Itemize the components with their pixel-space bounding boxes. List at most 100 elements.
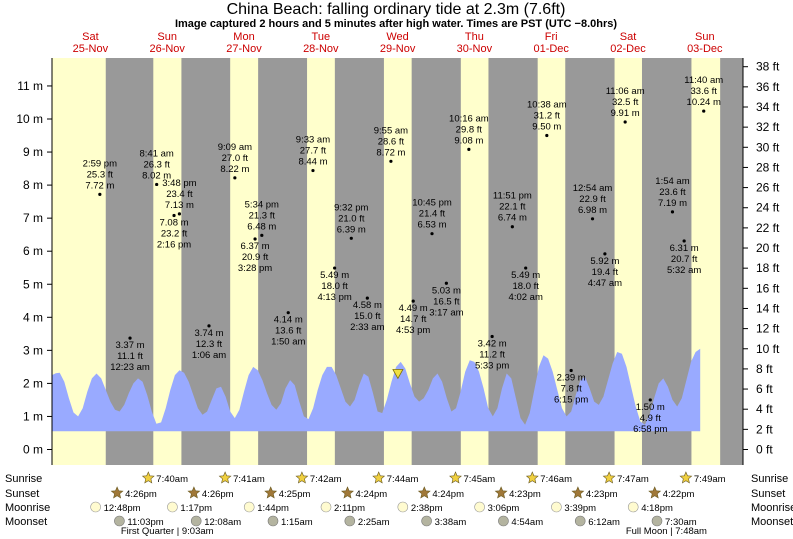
sunrise-time: 7:41am	[233, 474, 265, 485]
extreme-point	[510, 225, 514, 229]
sunset-icon	[341, 486, 354, 499]
moonset-time: 4:54am	[511, 517, 543, 528]
day-name: Wed	[386, 31, 408, 43]
extreme-label: 21.0 ft	[338, 213, 365, 224]
sunset-icon	[110, 486, 124, 499]
extreme-label: 11:40 am	[684, 75, 723, 86]
moonrise-icon	[90, 501, 101, 513]
extreme-point	[172, 213, 176, 218]
row-label-left: Sunrise	[5, 473, 42, 485]
extreme-label: 10:16 am	[449, 113, 489, 124]
extreme-label: 32.5 ft	[612, 97, 639, 108]
extreme-label: 3:48 pm	[162, 178, 196, 189]
right-tick-label: 14 ft	[756, 301, 780, 315]
extreme-label: 3:28 pm	[238, 263, 272, 274]
sunset-icon	[187, 486, 201, 499]
extreme-label: 19.4 ft	[592, 267, 619, 278]
plot-area	[52, 58, 743, 465]
right-tick-label: 12 ft	[756, 322, 780, 336]
left-tick-label: 3 m	[23, 343, 43, 357]
extreme-label: 4.9 ft	[640, 413, 661, 424]
moonrise-time: 12:48pm	[104, 503, 141, 514]
extreme-label: 6.37 m	[241, 241, 270, 252]
extreme-label: 9:09 am	[218, 142, 252, 153]
extreme-label: 4.14 m	[274, 315, 303, 326]
moonset-icon	[344, 515, 356, 527]
moonset-time: 2:25am	[358, 517, 390, 528]
row-label-right: Moonrise	[751, 502, 793, 514]
sunrise-time: 7:45am	[464, 474, 496, 485]
day-date: 26-Nov	[149, 43, 185, 55]
day-date: 30-Nov	[457, 43, 493, 55]
sunset-icon	[494, 486, 508, 499]
sunset-time: 4:24pm	[432, 489, 464, 500]
extreme-label: 11.1 ft	[117, 351, 143, 362]
right-tick-label: 18 ft	[756, 261, 780, 275]
sunset-time: 4:25pm	[279, 489, 311, 500]
extreme-label: 16.5 ft	[433, 296, 460, 307]
moonset-icon	[190, 515, 202, 527]
extreme-point	[603, 252, 607, 256]
extreme-label: 8.02 m	[142, 170, 171, 181]
chart-subtitle: Image captured 2 hours and 5 minutes aft…	[175, 18, 617, 30]
extreme-label: 22.1 ft	[499, 202, 526, 213]
extreme-point	[207, 324, 211, 328]
right-tick-label: 20 ft	[756, 241, 780, 255]
extreme-label: 5.92 m	[590, 256, 619, 267]
extreme-label: 9:33 am	[296, 135, 330, 146]
sunset-icon	[648, 486, 662, 499]
extreme-label: 18.0 ft	[321, 281, 348, 292]
extreme-label: 3:17 am	[429, 307, 463, 318]
moonset-icon	[114, 515, 125, 527]
left-tick-label: 8 m	[23, 178, 43, 192]
extreme-label: 8.22 m	[220, 164, 249, 175]
extreme-label: 3.37 m	[116, 340, 145, 351]
extreme-point	[389, 159, 393, 163]
sunrise-time: 7:40am	[156, 474, 188, 485]
extreme-point	[623, 120, 627, 124]
extreme-point	[286, 311, 290, 315]
extreme-label: 22.9 ft	[579, 194, 606, 205]
sunrise-icon	[141, 471, 155, 484]
left-tick-label: 11 m	[17, 79, 43, 93]
extreme-label: 6.39 m	[337, 224, 366, 235]
extreme-point	[411, 299, 415, 303]
extreme-label: 26.3 ft	[143, 159, 170, 170]
right-tick-label: 24 ft	[756, 201, 780, 215]
extreme-label: 27.0 ft	[222, 153, 249, 164]
extreme-label: 1:50 am	[271, 337, 305, 348]
day-name: Tue	[312, 31, 331, 43]
left-tick-label: 5 m	[23, 277, 43, 291]
extreme-label: 6.31 m	[670, 243, 699, 254]
extreme-point	[349, 236, 353, 240]
left-tick-label: 7 m	[23, 211, 43, 225]
extreme-label: 9.50 m	[532, 122, 561, 133]
extreme-label: 2.39 m	[557, 373, 586, 384]
day-date: 25-Nov	[73, 43, 109, 55]
sunset-time: 4:23pm	[509, 489, 541, 500]
left-tick-label: 2 m	[23, 376, 43, 390]
extreme-point	[702, 109, 706, 113]
moonrise-time: 1:44pm	[257, 503, 289, 514]
extreme-label: 6.74 m	[498, 213, 527, 224]
moonrise-time: 3:06pm	[488, 503, 520, 514]
extreme-label: 1:54 am	[655, 176, 689, 187]
row-label-right: Moonset	[751, 516, 793, 528]
extreme-label: 1:06 am	[192, 350, 226, 361]
row-label-left: Sunset	[5, 488, 39, 500]
extreme-label: 4.58 m	[353, 300, 382, 311]
extreme-label: 7.13 m	[165, 200, 194, 211]
day-name: Thu	[465, 31, 484, 43]
right-tick-label: 10 ft	[756, 342, 780, 356]
sunrise-time: 7:47am	[617, 474, 649, 485]
extreme-label: 11:06 am	[606, 86, 645, 97]
extreme-label: 27.7 ft	[300, 146, 327, 157]
moonset-time: 12:08am	[204, 517, 241, 528]
extreme-label: 9.91 m	[611, 108, 640, 119]
row-label-left: Moonrise	[5, 502, 50, 514]
extreme-label: 11:51 pm	[493, 191, 532, 202]
extreme-label: 7.08 m	[160, 218, 189, 229]
extreme-label: 1.50 m	[636, 402, 665, 413]
right-tick-label: 38 ft	[756, 60, 780, 74]
